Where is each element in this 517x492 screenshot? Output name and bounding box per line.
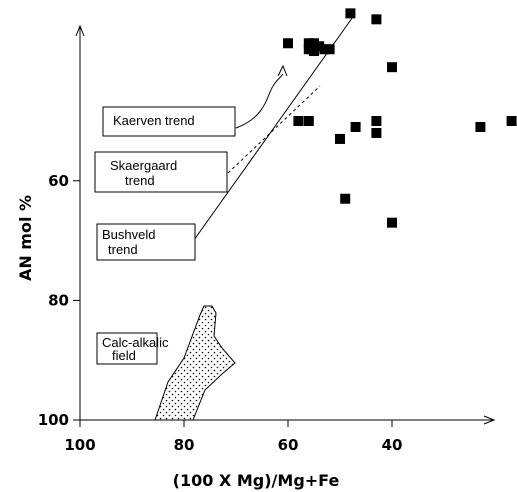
axes [75,24,496,425]
y-tick-label: 60 [48,172,69,190]
bushveld-label-line1: Bushveld [102,227,155,242]
calc-alkalic-label-line1: Calc-alkalic [102,335,169,350]
data-point [283,38,293,49]
data-point [293,116,304,126]
data-point [345,8,356,19]
data-point [387,217,397,228]
x-tick-label: 40 [382,436,403,454]
data-point [340,193,351,204]
skaergaard-trend-line [227,85,321,174]
calc-alkalic-field-box [96,332,158,365]
kaerven-trend-arrow-icon [277,64,288,77]
x-tick-label: 80 [174,436,195,454]
bushveld-trend-box [96,223,196,261]
data-point [314,41,325,52]
kaerven-trend-curve [235,73,284,129]
x-tick-label: 100 [64,436,95,454]
calc-alkalic-field-region [154,305,236,421]
kaerven-trend-box [102,106,236,137]
data-point [371,14,382,25]
y-tick-label: 80 [48,291,69,309]
x-ticks: 100 80 60 40 [64,420,402,454]
data-point [475,121,486,132]
data-point [309,38,319,49]
data-point [506,116,517,126]
skaergaard-trend-box [94,151,228,193]
y-tick-label: 100 [38,411,69,429]
data-point [309,46,319,57]
kaerven-trend-label: Kaerven trend [113,113,195,128]
y-axis-title: AN mol % [16,195,35,281]
x-axis-title: (100 X Mg)/Mg+Fe [173,471,340,490]
y-ticks: 60 80 100 [38,172,80,429]
x-axis-arrow-icon [483,415,496,425]
calc-alkalic-label-line2: field [112,348,136,363]
data-point [319,44,330,55]
data-point [303,38,314,49]
data-point [371,127,382,138]
data-point [371,116,382,126]
data-point [387,62,397,73]
skaergaard-label-line1: Skaergaard [110,158,177,173]
data-point [335,133,345,144]
data-point [350,121,361,132]
data-point [303,44,314,55]
bushveld-label-line2: trend [108,242,138,257]
x-tick-label: 60 [278,436,299,454]
y-axis-arrow-icon [75,24,85,37]
data-point [324,44,335,55]
data-points [283,8,517,228]
skaergaard-label-line2: trend [125,173,155,188]
data-point [303,116,314,126]
